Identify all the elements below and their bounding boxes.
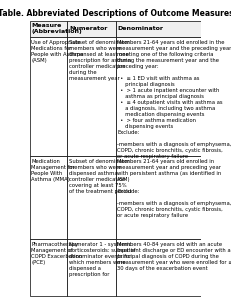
Bar <box>116 37 201 156</box>
Bar <box>67 37 116 156</box>
Text: Members 21-64 years old enrolled in
measurement year and preceding year
with per: Members 21-64 years old enrolled in meas… <box>117 159 231 218</box>
Bar <box>116 21 201 37</box>
Bar <box>30 156 67 239</box>
Text: Members 40-84 years old with an acute
inpatient discharge or ED encounter with a: Members 40-84 years old with an acute in… <box>117 242 231 271</box>
Text: Numerator 1 - systemic
corticosteroids: subset of
denominator events for
which m: Numerator 1 - systemic corticosteroids: … <box>69 242 136 277</box>
Text: Denominator: Denominator <box>117 26 163 32</box>
Bar <box>67 21 116 37</box>
Text: Numerator: Numerator <box>69 26 108 32</box>
Text: Measure
(Abbreviation): Measure (Abbreviation) <box>31 23 82 34</box>
Text: Table. Abbreviated Descriptions of Outcome Measures: Table. Abbreviated Descriptions of Outco… <box>0 9 231 18</box>
Bar <box>30 21 67 37</box>
Bar <box>30 239 67 296</box>
Bar <box>116 239 201 296</box>
Bar <box>67 239 116 296</box>
Text: Use of Appropriate
Medications for
People with Asthma
(ASM): Use of Appropriate Medications for Peopl… <box>31 40 84 63</box>
Bar <box>30 37 67 156</box>
Text: Subset of denominator
members who were
dispensed asthma
controller medication
co: Subset of denominator members who were d… <box>69 159 131 194</box>
Text: Medication
Management for
People With
Asthma (MMA): Medication Management for People With As… <box>31 159 75 182</box>
Bar <box>116 156 201 239</box>
Text: Members 21-64 years old enrolled in the
measurement year and the preceding year
: Members 21-64 years old enrolled in the … <box>117 40 231 159</box>
Text: Subset of denominator
members who were
dispensed at least one
prescription for a: Subset of denominator members who were d… <box>69 40 131 81</box>
Bar <box>67 156 116 239</box>
Text: Pharmacotherapy
Management of
COPD Exacerbation
(PCE): Pharmacotherapy Management of COPD Exace… <box>31 242 82 265</box>
